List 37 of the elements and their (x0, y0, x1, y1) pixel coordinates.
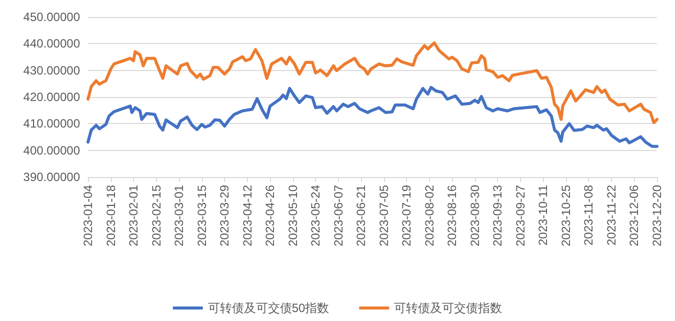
x-tick-label: 2023-01-18 (104, 184, 118, 246)
x-tick-label: 2023-08-30 (468, 184, 482, 246)
x-tick-label: 2023-09-27 (513, 184, 528, 246)
x-tick-label: 2023-01-04 (81, 184, 95, 246)
x-tick-label: 2023-07-19 (400, 184, 414, 246)
x-tick-label: 2023-10-11 (536, 184, 550, 246)
x-tick-label: 2023-02-01 (126, 184, 141, 246)
line-series (86, 86, 658, 148)
x-tick-label: 2023-05-10 (286, 184, 300, 246)
legend-label: 可转债及可交债指数 (394, 301, 502, 315)
x-tick-label: 2023-12-20 (650, 184, 664, 246)
line-series (86, 41, 658, 124)
x-tick-label: 2023-03-29 (218, 184, 232, 246)
x-tick-label: 2023-04-26 (263, 184, 278, 246)
x-tick-label: 2023-05-24 (308, 184, 323, 246)
x-tick-label: 2023-03-15 (194, 184, 209, 246)
x-tick-label: 2023-06-21 (354, 184, 368, 246)
x-tick-label: 2023-12-06 (627, 184, 642, 246)
x-tick-label: 2023-02-15 (149, 184, 164, 246)
x-tick-label: 2023-11-22 (604, 184, 618, 246)
y-tick-label: 430.00000 (23, 63, 80, 78)
x-tick-label: 2023-08-16 (445, 184, 460, 246)
x-tick-label: 2023-08-02 (422, 184, 436, 246)
y-tick-label: 410.00000 (23, 116, 80, 131)
x-tick-label: 2023-04-12 (240, 184, 254, 246)
x-tick-label: 2023-03-01 (172, 184, 186, 246)
y-tick-label: 420.00000 (23, 90, 80, 104)
x-tick-label: 2023-09-13 (490, 184, 505, 246)
x-tick-label: 2023-11-08 (582, 184, 596, 246)
y-tick-label: 390.00000 (23, 170, 80, 184)
y-tick-label: 450.00000 (23, 10, 80, 24)
legend-label: 可转债及可交债50指数 (208, 301, 330, 315)
x-tick-label: 2023-07-05 (376, 184, 391, 246)
y-tick-label: 400.00000 (23, 143, 80, 158)
y-tick-label: 440.00000 (23, 36, 80, 51)
x-tick-label: 2023-10-25 (558, 184, 573, 246)
x-tick-label: 2023-06-07 (331, 184, 346, 246)
